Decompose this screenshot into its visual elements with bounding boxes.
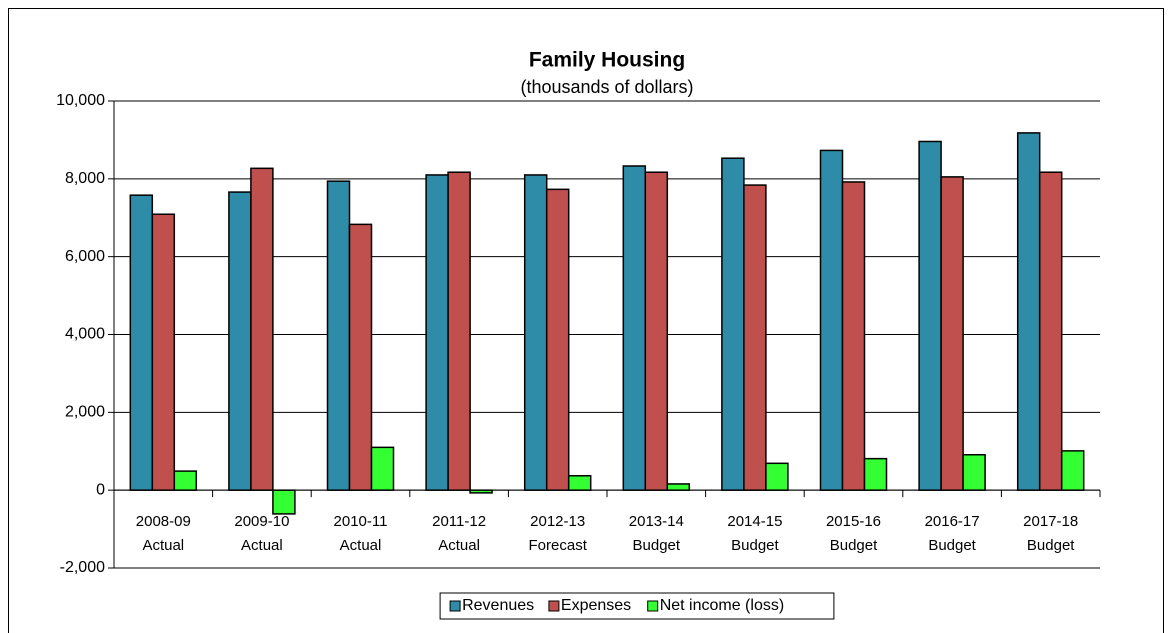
legend-label: Expenses	[561, 597, 631, 614]
chart-frame	[8, 8, 1164, 633]
x-tick-line: Actual	[241, 537, 283, 554]
y-tick-label: 6,000	[65, 248, 105, 265]
bar	[918, 140, 942, 491]
x-tick-line: 2010-11	[334, 513, 388, 530]
x-tick-label: 2009-10 Actual	[234, 513, 289, 554]
bar	[567, 475, 592, 491]
y-tick-label: 8,000	[65, 170, 105, 187]
x-tick-line: 2017-18	[1023, 513, 1078, 530]
bar	[151, 213, 176, 491]
bar	[841, 181, 866, 491]
bar	[425, 174, 449, 491]
bar	[228, 191, 252, 491]
x-tick-line: 2016-17	[925, 513, 980, 530]
bar	[173, 470, 198, 491]
bar	[447, 171, 471, 491]
bar	[1016, 132, 1041, 491]
x-tick-line: Budget	[731, 537, 779, 554]
x-tick-label: 2015-16 Budget	[826, 513, 881, 554]
x-tick-label: 2013-14 Budget	[629, 513, 684, 554]
x-tick-line: 2011-12	[432, 513, 486, 530]
bar	[765, 462, 789, 491]
x-tick-line: 2012-13	[530, 513, 585, 530]
legend-frame	[439, 592, 835, 620]
bar	[250, 167, 274, 491]
legend: Revenues Expenses Net income (loss)	[439, 592, 835, 620]
bar	[819, 149, 844, 491]
x-tick-label: 2016-17 Budget	[925, 513, 980, 554]
x-tick-label: 2017-18 Budget	[1023, 513, 1078, 554]
bar	[272, 489, 296, 515]
bar	[523, 174, 548, 491]
x-tick-line: Forecast	[529, 537, 588, 554]
x-tick-line: Actual	[438, 537, 480, 554]
x-tick-line: Budget	[633, 537, 681, 554]
x-tick-line: 2009-10	[234, 513, 289, 530]
bar	[863, 457, 888, 491]
legend-swatch	[548, 600, 560, 612]
bar	[1060, 450, 1085, 491]
chart-title: Family Housing	[529, 49, 685, 72]
x-tick-label: 2011-12 Actual	[432, 513, 486, 554]
legend-swatch	[449, 600, 461, 612]
x-tick-label: 2014-15 Budget	[727, 513, 782, 554]
x-tick-line: Actual	[142, 537, 184, 554]
y-tick-label: 0	[96, 481, 105, 498]
x-tick-line: Budget	[1027, 537, 1075, 554]
bar	[940, 176, 964, 491]
bar	[469, 489, 493, 494]
bar	[1038, 171, 1063, 491]
bar	[129, 194, 154, 491]
y-tick-label: 2,000	[65, 404, 105, 421]
bar	[743, 184, 767, 491]
x-tick-label: 2008-09 Actual	[136, 513, 191, 554]
x-tick-line: 2013-14	[629, 513, 684, 530]
x-tick-line: 2008-09	[136, 513, 191, 530]
bar	[622, 165, 647, 491]
chart-subtitle: (thousands of dollars)	[520, 77, 693, 97]
legend-label: Net income (loss)	[660, 597, 784, 614]
bar	[644, 171, 669, 491]
x-tick-label: 2012-13 Forecast	[529, 513, 588, 554]
y-tick-label: -2,000	[60, 559, 105, 576]
bar	[962, 454, 986, 491]
x-tick-line: Budget	[928, 537, 976, 554]
bar	[370, 446, 395, 491]
bar	[721, 157, 745, 491]
bar	[666, 483, 691, 491]
x-tick-line: 2014-15	[727, 513, 782, 530]
x-tick-line: 2015-16	[826, 513, 881, 530]
y-tick-label: 10,000	[56, 92, 105, 109]
y-tick-label: 4,000	[65, 326, 105, 343]
legend-label: Revenues	[462, 597, 534, 614]
bar	[545, 188, 570, 491]
x-tick-line: Budget	[830, 537, 878, 554]
legend-swatch	[647, 600, 659, 612]
x-tick-line: Actual	[340, 537, 382, 554]
bar	[348, 223, 373, 491]
x-tick-label: 2010-11 Actual	[334, 513, 388, 554]
bar	[326, 180, 351, 491]
